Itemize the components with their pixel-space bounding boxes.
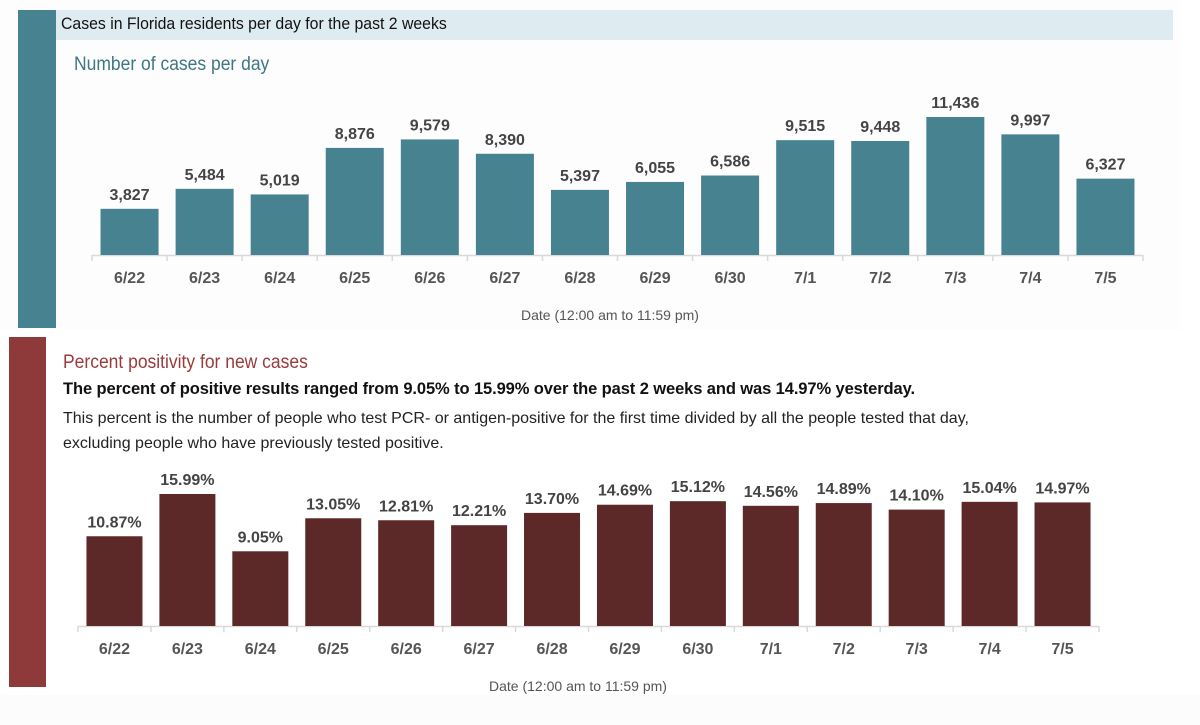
positivity-bar (596, 504, 653, 626)
cases-bar-value-label: 5,484 (185, 167, 225, 184)
positivity-bar (451, 525, 508, 626)
cases-bar-value-label: 5,019 (260, 172, 300, 189)
positivity-x-tick-label: 7/3 (906, 641, 928, 658)
cases-bar-value-label: 8,876 (335, 126, 375, 143)
cases-bar (1076, 178, 1135, 255)
cases-x-tick-label: 6/28 (564, 270, 595, 287)
cases-bar-chart: 3,827 6/22 5,484 6/23 5,019 6/24 8,876 6/25 9,57… (91, 95, 1144, 323)
cases-bar (626, 181, 685, 255)
positivity-bar-value-label: 14.69% (598, 483, 652, 500)
cases-bar-value-label: 9,515 (785, 118, 825, 135)
cases-bar-value-label: 9,997 (1010, 112, 1050, 129)
cases-x-tick-label: 6/26 (414, 270, 445, 287)
cases-bar-value-label: 6,327 (1085, 157, 1125, 174)
cases-bar (550, 189, 609, 255)
cases-x-tick-label: 6/23 (189, 270, 220, 287)
cases-x-tick-label: 7/2 (869, 270, 891, 287)
positivity-summary: The percent of positive results ranged f… (63, 380, 915, 398)
cases-x-tick-label: 6/24 (264, 270, 295, 287)
cases-bar (926, 117, 985, 255)
positivity-bar (1034, 502, 1091, 626)
cases-x-tick-label: 6/22 (114, 270, 145, 287)
cases-bar-value-label: 11,436 (931, 95, 979, 112)
positivity-bar (669, 501, 726, 626)
positivity-x-tick-label: 6/23 (172, 641, 203, 658)
positivity-bar-value-label: 14.97% (1035, 480, 1089, 497)
positivity-description-line-2: excluding people who have previously tes… (63, 435, 444, 452)
positivity-x-tick-label: 6/25 (318, 641, 349, 658)
positivity-x-axis-title: Date (12:00 am to 11:59 pm) (489, 678, 667, 694)
positivity-description: This percent is the number of people who… (63, 406, 1163, 456)
positivity-bar (815, 503, 872, 626)
cases-x-tick-label: 6/29 (639, 270, 670, 287)
cases-bar (475, 153, 534, 255)
cases-bar (250, 194, 309, 255)
positivity-bar (232, 551, 289, 626)
positivity-x-tick-label: 7/5 (1051, 641, 1073, 658)
cases-bar-value-label: 6,586 (710, 154, 750, 171)
cases-accent-bar (18, 10, 56, 328)
positivity-bar (305, 518, 362, 626)
cases-x-tick-label: 6/25 (339, 270, 370, 287)
cases-panel-title: Cases in Florida residents per day for t… (61, 14, 447, 33)
cases-x-tick-label: 7/3 (944, 270, 966, 287)
positivity-x-tick-label: 6/24 (245, 641, 276, 658)
positivity-x-tick-label: 7/1 (760, 641, 782, 658)
positivity-bar-value-label: 15.04% (962, 480, 1016, 497)
positivity-chart-subtitle: Percent positivity for new cases (63, 352, 308, 373)
positivity-x-tick-label: 7/4 (978, 641, 1000, 658)
positivity-x-tick-label: 6/29 (609, 641, 640, 658)
positivity-bar (742, 505, 799, 626)
cases-bar (701, 175, 760, 255)
positivity-bar (961, 501, 1018, 626)
footer-strip (0, 695, 1200, 725)
positivity-bar-value-label: 15.12% (671, 479, 725, 496)
positivity-x-tick-label: 6/30 (682, 641, 713, 658)
positivity-x-tick-label: 6/22 (99, 641, 130, 658)
cases-x-tick-label: 7/5 (1094, 270, 1116, 287)
cases-bar-value-label: 6,055 (635, 160, 675, 177)
positivity-bar (524, 512, 581, 626)
positivity-x-tick-label: 6/26 (391, 641, 422, 658)
positivity-accent-bar (9, 337, 46, 687)
cases-bar (100, 208, 159, 255)
positivity-bar-value-label: 14.89% (817, 481, 871, 498)
positivity-bar-value-label: 10.87% (87, 514, 141, 531)
cases-bar (175, 188, 234, 255)
cases-x-tick-label: 7/4 (1019, 270, 1041, 287)
cases-bar (325, 147, 384, 255)
cases-x-tick-label: 6/30 (715, 270, 746, 287)
cases-bar (851, 140, 910, 255)
cases-chart-subtitle: Number of cases per day (74, 54, 270, 75)
cases-bar-value-label: 8,390 (485, 132, 525, 149)
cases-x-axis-title: Date (12:00 am to 11:59 pm) (521, 307, 699, 323)
positivity-bar-value-label: 12.21% (452, 503, 506, 520)
positivity-bar (159, 494, 216, 626)
positivity-bar-value-label: 15.99% (160, 472, 214, 489)
positivity-bar-value-label: 9.05% (238, 529, 283, 546)
cases-bar-value-label: 9,448 (860, 119, 900, 136)
cases-bar-value-label: 3,827 (110, 187, 150, 204)
positivity-bar-value-label: 14.10% (890, 488, 944, 505)
positivity-x-tick-label: 6/28 (536, 641, 567, 658)
positivity-bar (378, 520, 435, 626)
positivity-bar-value-label: 13.05% (306, 496, 360, 513)
positivity-bar-value-label: 12.81% (379, 498, 433, 515)
cases-x-tick-label: 6/27 (489, 270, 520, 287)
positivity-bar-value-label: 14.56% (744, 484, 798, 501)
cases-bar-value-label: 9,579 (410, 117, 450, 134)
positivity-bar-value-label: 13.70% (525, 491, 579, 508)
positivity-bar (86, 536, 143, 626)
cases-x-tick-label: 7/1 (794, 270, 816, 287)
positivity-x-tick-label: 7/2 (833, 641, 855, 658)
cases-title-band (56, 10, 1173, 40)
cases-bar (776, 140, 835, 255)
cases-bar (1001, 134, 1060, 255)
positivity-description-line-1: This percent is the number of people who… (63, 410, 969, 427)
cases-bar (400, 139, 459, 255)
cases-bar-value-label: 5,397 (560, 168, 600, 185)
positivity-x-tick-label: 6/27 (464, 641, 495, 658)
positivity-bar (888, 509, 945, 626)
